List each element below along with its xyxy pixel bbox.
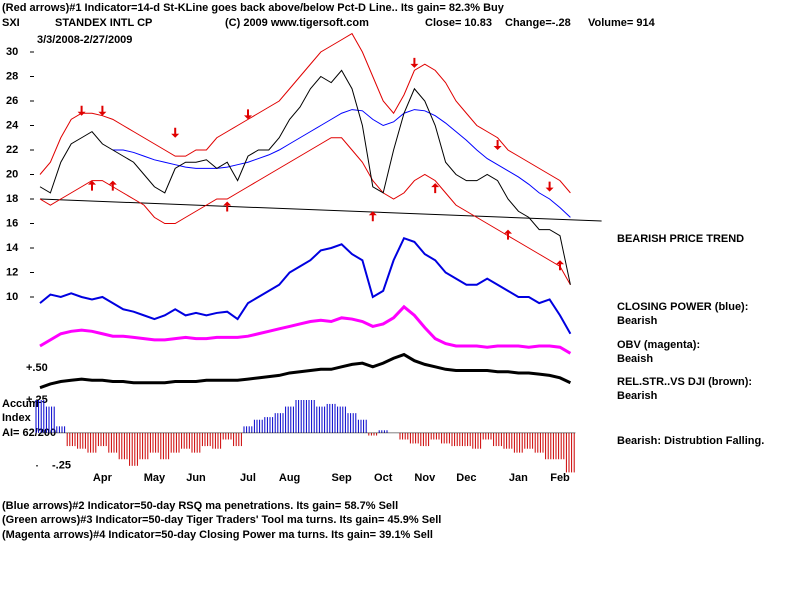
side-label: Bearish	[617, 390, 658, 402]
date-range: 3/3/2008-2/27/2009	[37, 34, 132, 46]
y-tick-label: 18	[6, 193, 18, 205]
series-line	[39, 236, 572, 335]
x-tick-label: Feb	[550, 472, 570, 484]
signal-arrow	[493, 140, 502, 150]
header-line: (Red arrows)#1 Indicator=14-d St-KLine g…	[2, 2, 505, 14]
footer-line: (Green arrows)#3 Indicator=50-day Tiger …	[2, 514, 441, 526]
x-tick-label: Jun	[186, 472, 206, 484]
symbol: SXI	[2, 17, 20, 29]
series-line	[39, 69, 571, 285]
y-tick-label: 12	[6, 266, 18, 278]
series-line	[112, 109, 571, 218]
y-tick-label: 26	[6, 95, 18, 107]
y-tick-label: -.25	[52, 460, 71, 472]
series-line	[39, 352, 572, 390]
x-tick-label: Nov	[414, 472, 436, 484]
x-tick-label: May	[144, 472, 166, 484]
signal-arrow	[431, 183, 440, 194]
side-label: Bearish	[617, 315, 658, 327]
y-tick-label: 20	[6, 168, 18, 180]
signal-arrow	[504, 229, 512, 240]
series-line	[39, 137, 571, 285]
change: Change=-.28	[505, 17, 571, 29]
y-tick-label: 22	[6, 144, 18, 156]
signal-arrow	[244, 109, 252, 120]
signal-arrow	[545, 181, 554, 192]
side-label: BEARISH PRICE TREND	[617, 233, 744, 245]
y-tick-label: 24	[6, 119, 19, 131]
y-tick-label: 14	[6, 242, 19, 254]
x-tick-label: Oct	[374, 472, 393, 484]
signal-arrow	[98, 105, 107, 116]
signal-arrow	[556, 260, 564, 271]
y-tick-label: 16	[6, 217, 18, 229]
panel-label: Accum	[2, 398, 39, 410]
side-label: CLOSING POWER (blue):	[617, 301, 748, 313]
signal-arrow	[410, 57, 419, 68]
y-tick-label: 10	[6, 291, 18, 303]
side-label: Beaish	[617, 353, 653, 365]
series-line	[39, 32, 571, 194]
y-tick-label: 30	[6, 46, 18, 58]
signal-arrow	[108, 180, 117, 191]
footer-line: (Magenta arrows)#4 Indicator=50-day Clos…	[2, 529, 433, 541]
company: STANDEX INTL CP	[55, 17, 152, 29]
copyright: (C) 2009 www.tigersoft.com	[225, 17, 369, 29]
trend-line	[39, 198, 602, 222]
y-tick-label: 28	[6, 70, 18, 82]
signal-arrow	[77, 105, 86, 116]
volume: Volume= 914	[588, 17, 656, 29]
panel-label: +.50	[26, 362, 48, 374]
panel-label: AI= 62/200	[2, 427, 56, 439]
x-tick-label: Dec	[456, 472, 476, 484]
x-tick-label: Jan	[509, 472, 528, 484]
footer-line: (Blue arrows)#2 Indicator=50-day RSQ ma …	[2, 500, 398, 512]
panel-label: Index	[2, 412, 32, 424]
x-tick-label: Aug	[279, 472, 300, 484]
signal-arrow	[88, 180, 96, 191]
close: Close= 10.83	[425, 17, 492, 29]
signal-arrow	[223, 201, 232, 212]
signal-arrow	[171, 127, 180, 138]
series-line	[39, 304, 572, 355]
x-tick-label: Sep	[332, 472, 352, 484]
side-label: Bearish: Distrubtion Falling.	[617, 435, 764, 447]
side-label: OBV (magenta):	[617, 339, 700, 351]
x-tick-label: Jul	[240, 472, 256, 484]
side-label: REL.STR..VS DJI (brown):	[617, 376, 752, 388]
signal-arrow	[368, 211, 377, 222]
x-tick-label: Apr	[93, 472, 113, 484]
